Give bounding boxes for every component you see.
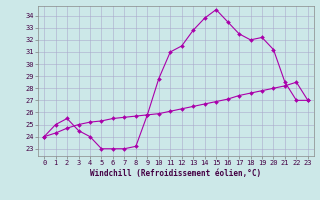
X-axis label: Windchill (Refroidissement éolien,°C): Windchill (Refroidissement éolien,°C) [91, 169, 261, 178]
